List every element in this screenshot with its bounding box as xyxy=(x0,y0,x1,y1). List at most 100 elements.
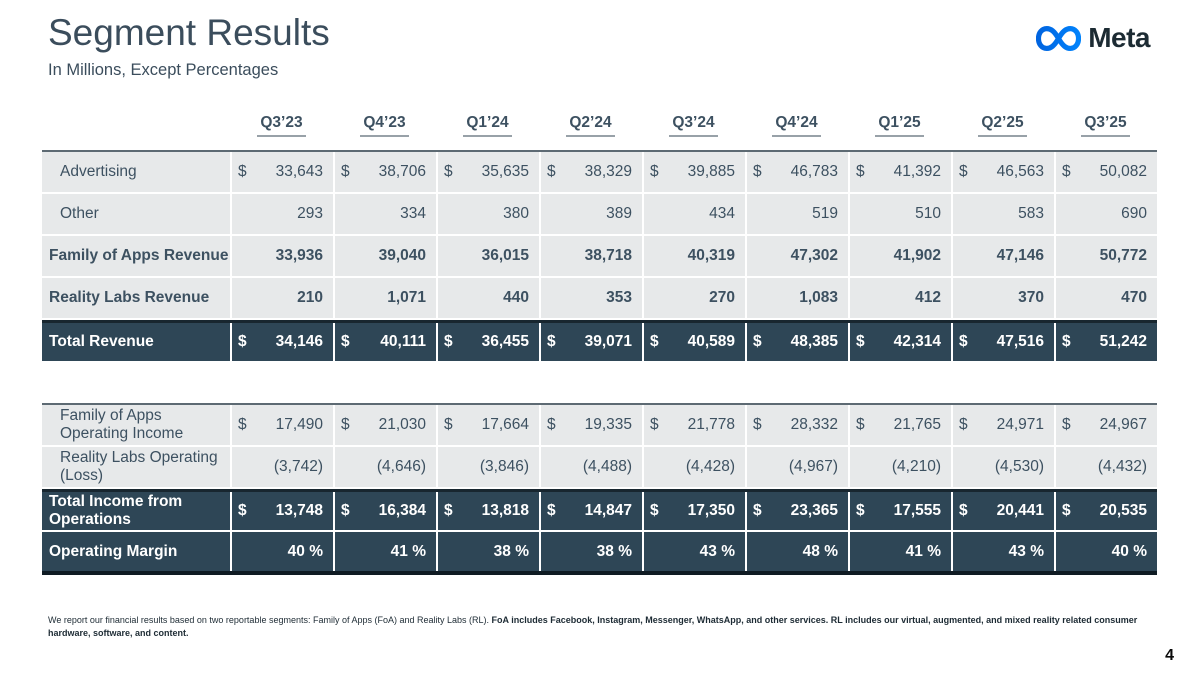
value-cell: $13,818 xyxy=(436,492,539,530)
currency-symbol: $ xyxy=(856,502,865,519)
cell-value: 36,015 xyxy=(481,247,529,264)
cell-value: 40 % xyxy=(1111,542,1147,560)
cell-value: 583 xyxy=(1018,205,1044,222)
value-cell: $38,329 xyxy=(539,152,642,192)
currency-symbol: $ xyxy=(341,333,350,350)
value-cell: 334 xyxy=(333,194,436,234)
value-cell: 210 xyxy=(230,278,333,318)
currency-symbol: $ xyxy=(753,416,762,433)
row-label: Total Revenue xyxy=(49,333,154,350)
cell-value: 353 xyxy=(606,289,632,306)
value-cell: 38,718 xyxy=(539,236,642,276)
cell-value: 389 xyxy=(606,205,632,222)
value-cell: $19,335 xyxy=(539,405,642,445)
row-label: Other xyxy=(60,205,99,222)
value-cell: (4,530) xyxy=(951,447,1054,487)
quarter-header-spacer xyxy=(42,114,230,137)
cell-value: 20,535 xyxy=(1099,502,1147,519)
value-cell: (4,488) xyxy=(539,447,642,487)
currency-symbol: $ xyxy=(444,502,453,519)
table-row-other: Other 293 334 380 389 434 519 510 583 690 xyxy=(42,194,1157,236)
footnote-text: We report our financial results based on… xyxy=(48,615,492,625)
value-cell: 270 xyxy=(642,278,745,318)
value-cell: $20,441 xyxy=(951,492,1054,530)
value-cell: 38 % xyxy=(539,532,642,571)
currency-symbol: $ xyxy=(959,163,968,180)
value-cell: (4,428) xyxy=(642,447,745,487)
value-cell: $40,111 xyxy=(333,323,436,361)
cell-value: 210 xyxy=(297,289,323,306)
cell-value: 380 xyxy=(503,205,529,222)
value-cell: $42,314 xyxy=(848,323,951,361)
cell-value: 21,765 xyxy=(893,416,941,433)
cell-value: 36,455 xyxy=(481,333,529,350)
row-label: Advertising xyxy=(60,163,137,180)
value-cell: 41 % xyxy=(848,532,951,571)
value-cell: (3,846) xyxy=(436,447,539,487)
value-cell: $23,365 xyxy=(745,492,848,530)
meta-infinity-icon xyxy=(1036,25,1082,51)
quarter-column: Q1’24 xyxy=(436,114,539,137)
value-cell: 583 xyxy=(951,194,1054,234)
quarter-column: Q2’25 xyxy=(951,114,1054,137)
value-cell: $21,778 xyxy=(642,405,745,445)
value-cell: 353 xyxy=(539,278,642,318)
currency-symbol: $ xyxy=(238,163,247,180)
cell-value: 14,847 xyxy=(584,502,632,519)
cell-value: 28,332 xyxy=(790,416,838,433)
value-cell: (4,967) xyxy=(745,447,848,487)
cell-value: (4,530) xyxy=(994,458,1044,475)
operating-income-table: Family of Apps Operating Income $17,490 $2… xyxy=(42,403,1157,575)
value-cell: 440 xyxy=(436,278,539,318)
value-cell: $38,706 xyxy=(333,152,436,192)
quarter-column: Q3’24 xyxy=(642,114,745,137)
currency-symbol: $ xyxy=(650,333,659,350)
cell-value: 13,818 xyxy=(481,502,529,519)
currency-symbol: $ xyxy=(341,163,350,180)
row-label: Family of Apps Operating Income xyxy=(60,407,184,442)
cell-value: 47,302 xyxy=(790,247,838,264)
cell-value: 40,319 xyxy=(687,247,735,264)
cell-value: 24,967 xyxy=(1099,416,1147,433)
value-cell: $21,765 xyxy=(848,405,951,445)
quarter-column: Q2’24 xyxy=(539,114,642,137)
cell-value: 41,392 xyxy=(893,163,941,180)
currency-symbol: $ xyxy=(238,502,247,519)
table-row-advertising: Advertising $33,643 $38,706 $35,635 $38,329 $… xyxy=(42,152,1157,194)
cell-value: 17,555 xyxy=(893,502,941,519)
value-cell: 519 xyxy=(745,194,848,234)
quarter-label: Q1’25 xyxy=(875,114,924,137)
row-label: Total Income from Operations xyxy=(49,493,183,528)
row-label: Family of Apps Revenue xyxy=(49,247,229,264)
value-cell: 50,772 xyxy=(1054,236,1157,276)
cell-value: 38 % xyxy=(596,542,632,560)
value-cell: $17,555 xyxy=(848,492,951,530)
value-cell: 36,015 xyxy=(436,236,539,276)
cell-value: 23,365 xyxy=(790,502,838,519)
quarter-label: Q3’25 xyxy=(1081,114,1130,137)
page-subtitle: In Millions, Except Percentages xyxy=(48,61,279,79)
page-number: 4 xyxy=(1165,647,1174,664)
value-cell: $36,455 xyxy=(436,323,539,361)
cell-value: 270 xyxy=(709,289,735,306)
value-cell: 41,902 xyxy=(848,236,951,276)
cell-value: 20,441 xyxy=(996,502,1044,519)
table-row-family-of-apps-revenue: Family of Apps Revenue 33,936 39,040 36,015… xyxy=(42,236,1157,278)
currency-symbol: $ xyxy=(238,416,247,433)
cell-value: 370 xyxy=(1018,289,1044,306)
cell-value: 38 % xyxy=(493,542,529,560)
quarter-label: Q3’23 xyxy=(257,114,306,137)
cell-value: 38,718 xyxy=(584,247,632,264)
quarter-label: Q1’24 xyxy=(463,114,512,137)
cell-value: 39,040 xyxy=(378,247,426,264)
currency-symbol: $ xyxy=(856,333,865,350)
value-cell: $28,332 xyxy=(745,405,848,445)
cell-value: 41 % xyxy=(905,542,941,560)
currency-symbol: $ xyxy=(341,502,350,519)
cell-value: 34,146 xyxy=(275,333,323,350)
quarter-column: Q4’24 xyxy=(745,114,848,137)
cell-value: (4,967) xyxy=(788,458,838,475)
cell-value: 17,664 xyxy=(481,416,529,433)
currency-symbol: $ xyxy=(444,416,453,433)
